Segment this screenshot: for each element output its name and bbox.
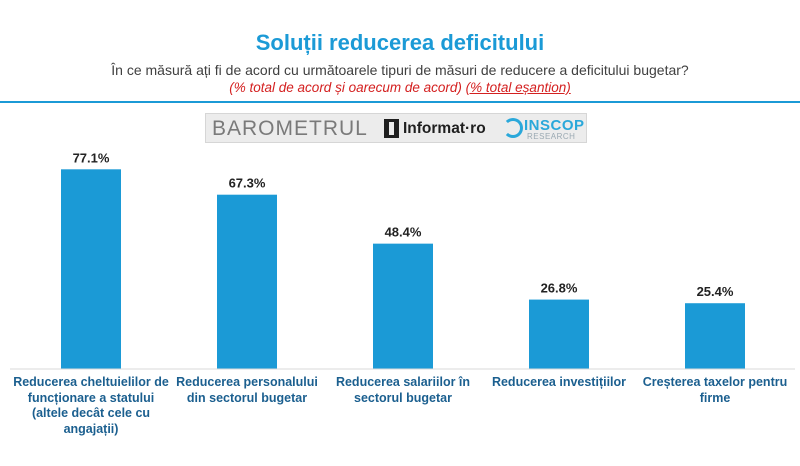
value-label-2: 67.3% (229, 176, 266, 191)
bar-3 (373, 243, 433, 369)
header-divider (0, 101, 800, 103)
note-agreement: (% total de acord și oarecum de acord) (229, 80, 462, 95)
barometrul-logo-text: BAROMETRUL (212, 117, 368, 140)
value-label-4: 26.8% (541, 281, 578, 296)
value-label-5: 25.4% (697, 284, 734, 299)
inscop-logo-text: INSCOP (524, 117, 585, 134)
chart-title: Soluții reducerea deficitului (255, 30, 545, 55)
category-label-3: Reducerea salariilor în sectorul bugetar (335, 375, 471, 405)
chart-note: (% total de acord și oarecum de acord) (… (0, 80, 800, 95)
bar-2 (217, 194, 277, 369)
informat-logo-icon (384, 119, 399, 138)
bar-5 (685, 303, 745, 369)
bars-group (61, 169, 745, 369)
value-label-3: 48.4% (385, 225, 422, 240)
informat-logo-text: Informat·ro (403, 120, 486, 137)
bar-1 (61, 169, 121, 369)
inscop-logo-icon (503, 118, 523, 138)
sponsor-logo-bar: BAROMETRUL Informat·ro INSCOP RESEARCH (205, 113, 587, 143)
category-label-4: Reducerea investițiilor (491, 375, 627, 389)
category-label-5: Creșterea taxelor pentru firme (642, 375, 788, 405)
category-label-2: Reducerea personalului din sectorul buge… (176, 375, 318, 405)
value-labels-group: 77.1% 67.3% 48.4% 26.8% 25.4% (73, 150, 734, 299)
value-label-1: 77.1% (73, 150, 110, 165)
inscop-research-text: RESEARCH (527, 132, 576, 141)
note-sample: (% total eșantion) (465, 80, 571, 95)
bar-4 (529, 299, 589, 369)
category-label-1: Reducerea cheltuielilor de funcționare a… (13, 375, 169, 436)
chart-subtitle: În ce măsură ați fi de acord cu următoar… (111, 62, 689, 78)
